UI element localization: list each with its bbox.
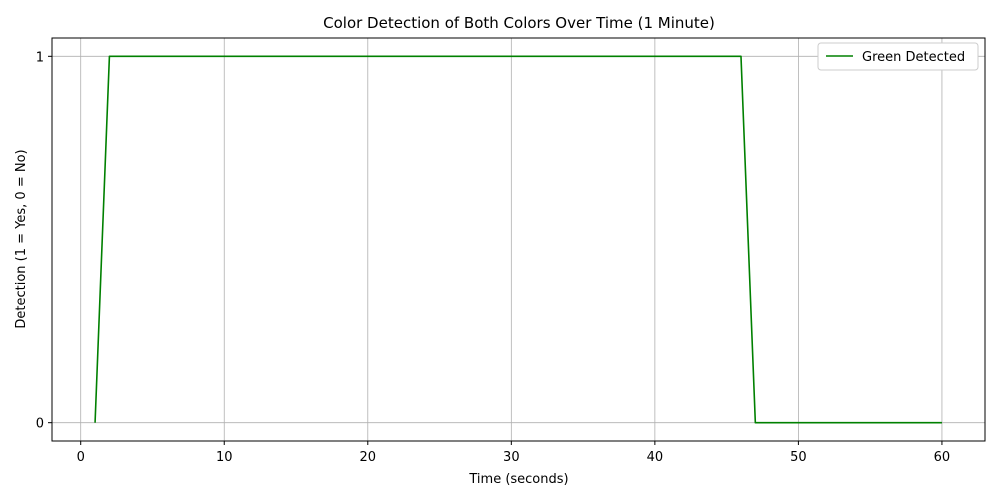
grid [52,38,985,441]
plot-frame [51,37,986,442]
chart-title: Color Detection of Both Colors Over Time… [323,14,715,32]
ticks: 0 10 20 30 40 50 60 0 1 [36,50,950,465]
x-tick-label: 30 [503,450,520,465]
x-tick-label: 10 [216,450,233,465]
x-tick-label: 20 [360,450,377,465]
y-axis-label: Detection (1 = Yes, 0 = No) [14,149,29,328]
x-tick-label: 40 [647,450,664,465]
y-tick-label: 0 [36,417,44,432]
x-axis-label: Time (seconds) [468,472,568,487]
series-layer [94,55,942,424]
legend-box [817,42,979,71]
x-tick-label: 0 [77,450,85,465]
x-tick-label: 50 [790,450,807,465]
y-tick-label: 1 [36,50,44,65]
legend-label-green-detected: Green Detected [862,50,965,65]
x-tick-label: 60 [934,450,951,465]
legend: Green Detected [817,42,979,71]
series-line-green-detected [94,55,942,424]
